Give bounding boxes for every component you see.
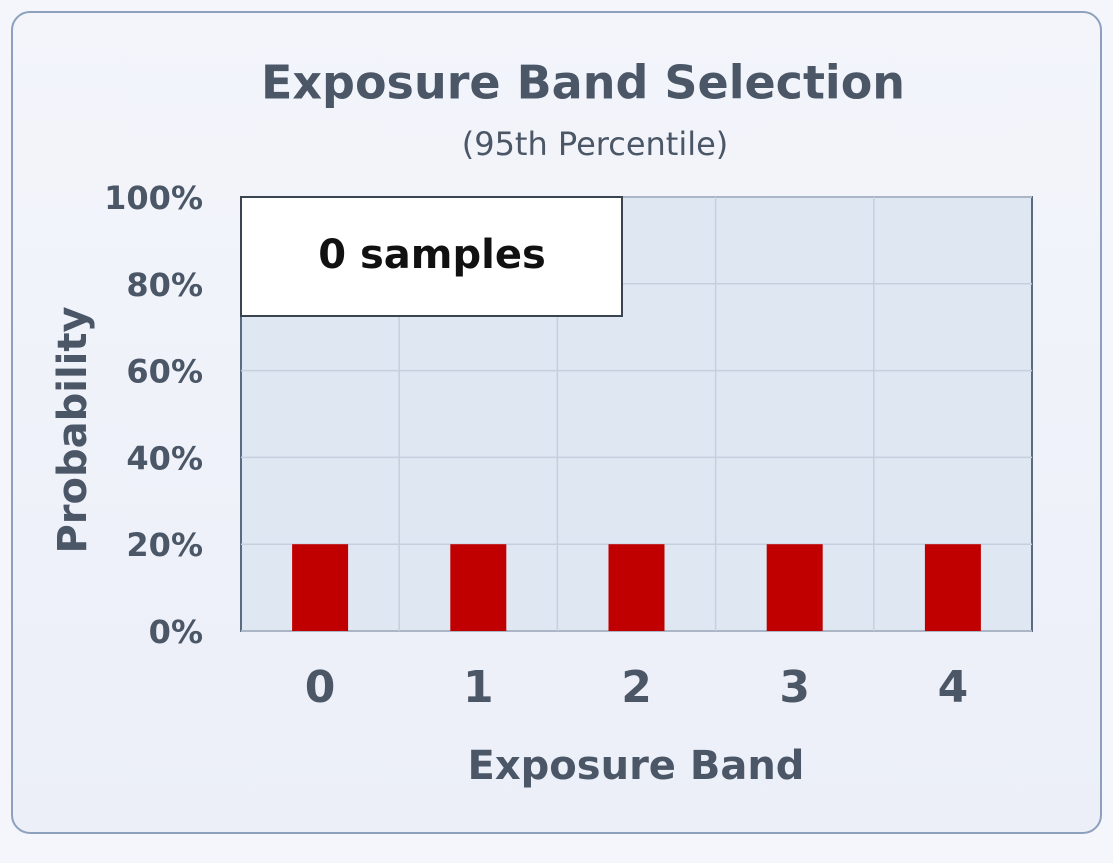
bar — [924, 544, 981, 631]
bar — [766, 544, 823, 631]
bar — [450, 544, 507, 631]
annotation: 0 samples — [318, 232, 546, 278]
y-tick-label: 60% — [126, 353, 203, 391]
annotation-box — [240, 196, 623, 317]
x-tick-label: 0 — [305, 662, 336, 713]
y-tick-label: 0% — [149, 613, 203, 651]
bar — [608, 544, 665, 631]
x-tick-label: 2 — [621, 662, 652, 713]
x-axis-label: Exposure Band — [468, 743, 805, 789]
x-tick-label: 4 — [938, 662, 969, 713]
y-tick-label: 40% — [126, 439, 203, 477]
bar — [292, 544, 349, 631]
y-tick-label: 20% — [126, 526, 203, 564]
chart-subtitle: (95th Percentile) — [462, 125, 729, 163]
y-tick-label: 100% — [104, 179, 203, 217]
x-tick-label: 1 — [463, 662, 494, 713]
chart-title: Exposure Band Selection — [261, 56, 905, 110]
x-tick-label: 3 — [779, 662, 810, 713]
y-tick-label: 80% — [126, 266, 203, 304]
y-axis-label: Probability — [50, 306, 96, 553]
